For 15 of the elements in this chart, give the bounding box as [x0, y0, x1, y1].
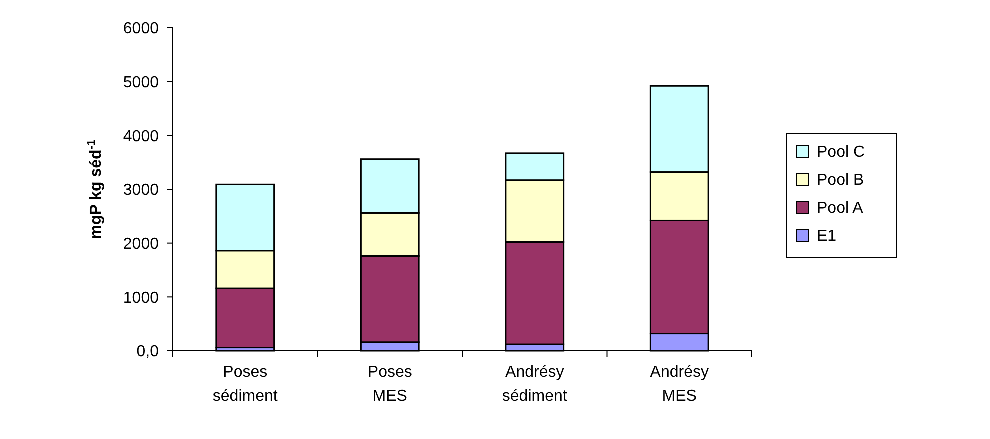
- legend-label: Pool A: [817, 200, 864, 218]
- x-tick-label: Poses MES: [368, 364, 412, 405]
- y-tick-label: 4000: [123, 128, 160, 146]
- y-tick-label: 1000: [123, 290, 160, 307]
- y-tick-label: 5000: [123, 74, 160, 92]
- y-tick-label: 0,0: [136, 344, 160, 361]
- y-tick-label: 2000: [123, 236, 160, 253]
- y-tick-label: 6000: [123, 20, 160, 38]
- legend-label: Pool C: [817, 144, 866, 162]
- y-tick-label: 3000: [123, 182, 160, 200]
- legend-label: E1: [817, 228, 837, 246]
- x-tick-label: Poses sédiment: [212, 364, 278, 405]
- legend-label: Pool B: [817, 172, 864, 190]
- x-tick-label: Andrésy MES: [650, 364, 709, 405]
- x-tick-label: Andrésy sédiment: [502, 364, 568, 405]
